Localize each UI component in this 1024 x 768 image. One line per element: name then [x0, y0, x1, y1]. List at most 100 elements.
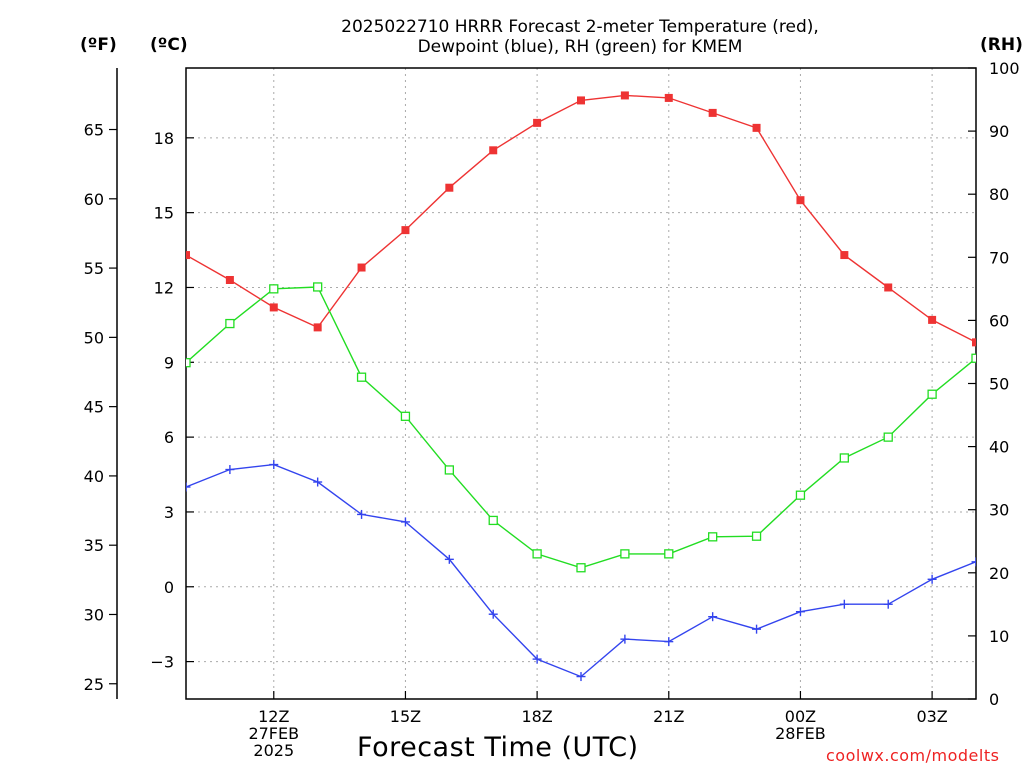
x-tick-label: 18Z: [521, 707, 552, 726]
axes: [109, 67, 977, 700]
temperature-point: [796, 196, 805, 205]
temperature-point: [313, 323, 322, 332]
temperature-point: [489, 146, 498, 155]
fahrenheit-tick-label: 55: [84, 259, 104, 278]
temperature-point: [928, 315, 937, 324]
rh-point: [444, 465, 454, 475]
fahrenheit-tick-label: 40: [84, 467, 104, 486]
rh-point: [971, 353, 976, 363]
temperature-point: [972, 338, 976, 347]
rh-tick-label: 60: [989, 311, 1009, 330]
rh-tick-label: 30: [989, 501, 1009, 520]
rh-tick-label: 90: [989, 122, 1009, 141]
x-tick-label: 00Z: [785, 707, 816, 726]
rh-point: [664, 549, 674, 559]
dewpoint-point: [927, 574, 937, 584]
temperature-point: [357, 263, 366, 272]
temperature-point: [533, 118, 542, 127]
rh-point: [313, 282, 323, 292]
rh-series-line: [186, 286, 976, 569]
celsius-tick-label: 15: [154, 204, 174, 223]
fahrenheit-tick-label: 65: [84, 121, 104, 140]
celsius-tick-label: 9: [164, 353, 174, 372]
x-tick-label: 2025: [253, 741, 294, 760]
rh-unit-label: (RH): [980, 35, 1023, 55]
dewpoint-point: [225, 465, 235, 475]
rh-tick-label: 50: [989, 375, 1009, 394]
rh-point: [488, 515, 498, 526]
rh-tick-label: 0: [989, 690, 999, 709]
x-axis-title: Forecast Time (UTC): [357, 732, 639, 763]
temperature-point: [752, 123, 761, 132]
x-tick-label: 15Z: [390, 707, 421, 726]
x-tick-label: 03Z: [916, 707, 947, 726]
x-tick-label: 21Z: [653, 707, 684, 726]
rh-tick-label: 80: [989, 185, 1009, 204]
rh-point: [927, 389, 937, 399]
tick-labels: −3 0 3 6 9 12 15 18 25 30 35 40 45 50 55 60 65 0 10 20 30 40 5…: [84, 59, 1020, 760]
dewpoint-point: [752, 624, 762, 634]
dewpoint-point: [839, 599, 849, 609]
rh-point: [576, 563, 586, 573]
temperature-point: [708, 108, 717, 117]
fahrenheit-tick-label: 25: [84, 675, 104, 694]
credit-text: coolwx.com/modelts: [826, 746, 1000, 765]
fahrenheit-tick-label: 60: [84, 190, 104, 209]
temperature-point: [840, 251, 849, 260]
temperature-point: [884, 283, 893, 292]
dewpoint-point: [269, 460, 279, 470]
rh-point: [186, 358, 191, 368]
x-tick-label: 12Z: [258, 707, 289, 726]
dewpoint-point: [357, 509, 367, 519]
rh-point: [883, 432, 893, 442]
temperature-point: [186, 251, 190, 260]
dewpoint-point: [532, 654, 542, 664]
fahrenheit-tick-label: 45: [84, 398, 104, 417]
rh-point: [795, 490, 806, 500]
dewpoint-point: [795, 607, 805, 617]
rh-point: [400, 411, 411, 421]
dewpoint-point: [664, 637, 674, 647]
rh-point: [532, 549, 542, 559]
dewpoint-point: [488, 609, 498, 619]
series-lines: [186, 91, 976, 682]
rh-tick-label: 70: [989, 248, 1009, 267]
rh-point: [356, 372, 367, 382]
celsius-tick-label: −3: [150, 653, 174, 672]
temperature-point: [445, 183, 454, 192]
temperature-series-line: [186, 94, 976, 343]
x-tick-label: 27FEB: [248, 724, 299, 743]
dewpoint-point: [620, 634, 630, 644]
temperature-point: [401, 226, 410, 235]
rh-point: [708, 532, 718, 542]
x-tick-label: 28FEB: [775, 724, 826, 743]
dewpoint-point: [444, 554, 454, 564]
celsius-tick-label: 12: [154, 278, 174, 297]
dewpoint-point: [313, 477, 323, 487]
fahrenheit-unit-label: (ºF): [80, 35, 117, 55]
rh-tick-label: 10: [989, 627, 1009, 646]
rh-point: [620, 549, 630, 559]
rh-tick-label: 40: [989, 438, 1009, 457]
dewpoint-point: [971, 557, 976, 567]
temperature-point: [225, 275, 234, 284]
dewpoint-point: [400, 517, 410, 527]
fahrenheit-tick-label: 35: [84, 536, 104, 555]
fahrenheit-tick-label: 50: [84, 328, 104, 347]
celsius-tick-label: 6: [164, 428, 174, 447]
fahrenheit-tick-label: 30: [84, 605, 104, 624]
temperature-point: [269, 303, 278, 312]
chart-title-line-1: 2025022710 HRRR Forecast 2-meter Tempera…: [341, 17, 819, 37]
celsius-tick-label: 0: [164, 578, 174, 597]
dewpoint-point: [186, 482, 191, 492]
dewpoint-point: [576, 672, 586, 682]
chart-title-line-2: Dewpoint (blue), RH (green) for KMEM: [417, 37, 743, 57]
temperature-point: [664, 93, 673, 102]
rh-point: [839, 453, 849, 463]
celsius-unit-label: (ºC): [150, 35, 188, 55]
dewpoint-point: [708, 612, 718, 622]
rh-point: [269, 284, 279, 294]
rh-tick-label: 100: [989, 59, 1020, 78]
dewpoint-point: [883, 599, 893, 609]
